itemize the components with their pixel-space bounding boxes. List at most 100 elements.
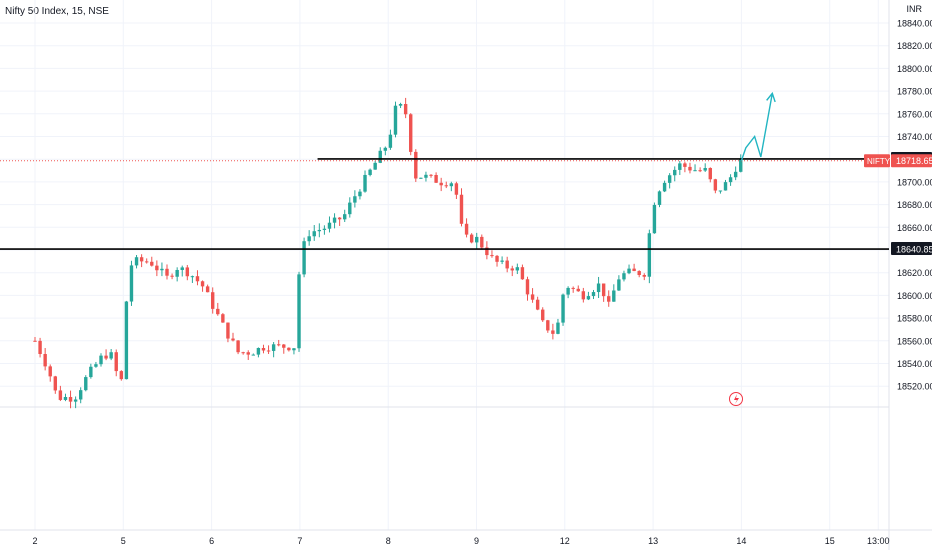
- candle: [576, 285, 580, 292]
- candle: [652, 202, 657, 234]
- candle: [739, 154, 743, 173]
- candle-body: [667, 175, 672, 183]
- candle: [708, 167, 712, 183]
- candle-body: [282, 344, 286, 348]
- candle: [195, 270, 200, 286]
- candle-body: [195, 276, 200, 282]
- candle-body: [530, 294, 535, 300]
- candle: [728, 174, 733, 186]
- candle-body: [520, 267, 525, 280]
- candle-body: [144, 261, 149, 263]
- candle: [733, 166, 738, 181]
- candle-body: [185, 267, 190, 277]
- candle-body: [297, 274, 301, 349]
- candle-body: [581, 291, 586, 300]
- candle-body: [236, 340, 240, 353]
- candle: [698, 167, 702, 173]
- candle-body: [556, 322, 560, 334]
- candle: [393, 101, 398, 138]
- price-tick-label: 18580.00: [897, 314, 932, 324]
- candle: [520, 264, 525, 280]
- candle-body: [53, 376, 58, 391]
- candle-body: [58, 390, 63, 400]
- candle-body: [525, 279, 530, 295]
- candle-body: [129, 265, 134, 302]
- candle: [327, 216, 332, 233]
- candle: [723, 179, 728, 191]
- candle-body: [124, 301, 129, 380]
- candle-body: [353, 196, 357, 203]
- candle: [581, 287, 586, 303]
- candle: [180, 265, 184, 277]
- price-tick-label: 18780.00: [897, 87, 932, 97]
- candle-body: [480, 236, 484, 248]
- candle: [358, 189, 362, 200]
- candle-body: [78, 390, 83, 400]
- price-tick-label: 18620.00: [897, 268, 932, 278]
- candle: [353, 190, 357, 208]
- candle-body: [337, 217, 342, 220]
- candle-body: [424, 174, 428, 178]
- candle-body: [211, 292, 215, 309]
- candle: [68, 390, 73, 409]
- candle-body: [139, 257, 144, 262]
- candle: [525, 276, 530, 301]
- candle: [617, 275, 621, 291]
- candle-body: [728, 177, 733, 183]
- candle: [58, 385, 63, 402]
- candle: [601, 283, 606, 302]
- candle: [53, 375, 58, 394]
- candle-body: [251, 354, 256, 356]
- candle: [84, 375, 88, 392]
- candle: [282, 343, 286, 354]
- candle-body: [256, 347, 261, 355]
- projection-arrowhead: [766, 91, 776, 103]
- candle: [165, 264, 169, 280]
- candle: [144, 258, 149, 264]
- candle: [292, 348, 296, 355]
- last-price-tag: [891, 154, 932, 168]
- candle: [78, 387, 83, 404]
- candle: [409, 113, 413, 156]
- candle: [48, 364, 52, 382]
- candle: [510, 265, 514, 277]
- candle: [246, 350, 250, 360]
- candle: [414, 149, 418, 182]
- candle-body: [657, 191, 662, 205]
- candle-body: [500, 260, 504, 262]
- candle-body: [454, 183, 459, 195]
- candle-body: [535, 299, 540, 310]
- candle-body: [459, 194, 464, 224]
- candle-body: [591, 292, 596, 297]
- time-tick-label: 15: [825, 536, 835, 546]
- candle-body: [622, 273, 626, 280]
- candle: [596, 276, 601, 298]
- price-tick-label: 18800.00: [897, 64, 932, 74]
- candle-body: [627, 268, 631, 274]
- candle: [43, 348, 47, 371]
- candle: [129, 260, 134, 306]
- candle: [150, 256, 154, 267]
- candle-body: [642, 275, 646, 277]
- price-tick-label: 18520.00: [897, 382, 932, 392]
- candle: [337, 217, 342, 226]
- candle-body: [104, 355, 108, 359]
- candle-body: [119, 371, 124, 380]
- candle: [348, 197, 352, 218]
- candle-body: [723, 182, 728, 191]
- candle: [73, 396, 78, 409]
- candle: [287, 347, 291, 352]
- candle: [464, 218, 469, 238]
- candle: [561, 293, 565, 326]
- candle-body: [190, 276, 195, 278]
- candle-body: [403, 103, 408, 115]
- candle: [586, 291, 591, 301]
- currency-label: INR: [906, 4, 923, 14]
- projection-arrow[interactable]: [740, 93, 773, 161]
- candle: [541, 307, 545, 322]
- candle-body: [277, 344, 281, 346]
- candle-body: [287, 347, 291, 351]
- candle-body: [409, 114, 413, 152]
- candle-body: [485, 247, 489, 256]
